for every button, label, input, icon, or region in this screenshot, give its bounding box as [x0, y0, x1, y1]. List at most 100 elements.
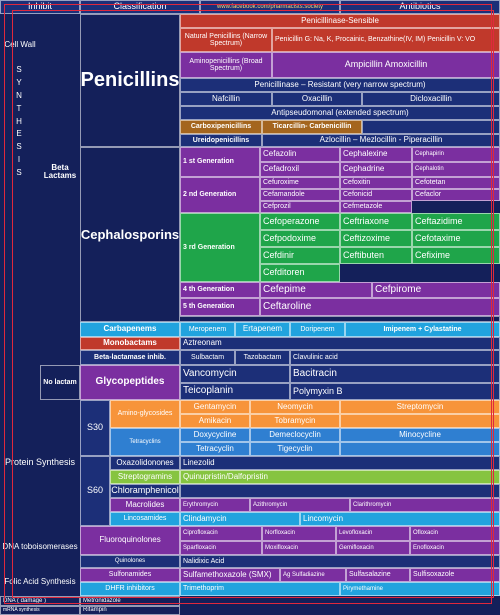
- cell: Natural Penicillins (Narrow Spectrum): [180, 28, 272, 52]
- cell: Clindamycin: [180, 512, 300, 526]
- cell: Vancomycin: [180, 365, 290, 383]
- cell: Bacitracin: [290, 365, 500, 383]
- cell: Streptomycin: [340, 400, 500, 414]
- cell: Tetracyclin: [180, 442, 250, 456]
- cell: Lincomycin: [300, 512, 500, 526]
- cell: Norfloxacin: [262, 526, 336, 541]
- cell: Levofloxacin: [336, 526, 410, 541]
- cell: Demeclocyclin: [250, 428, 340, 442]
- cell: Sulfamethoxazole (SMX): [180, 568, 280, 582]
- cell-bg: [362, 120, 500, 134]
- cell: Ticarcillin- Carbenicillin: [262, 120, 362, 134]
- cell: Polymyxin B: [290, 383, 500, 400]
- cell: Chloramphenicol: [110, 484, 180, 498]
- cell: Cefadroxil: [260, 162, 340, 177]
- cell: Trimethoprim: [180, 582, 340, 596]
- cell: Oxacillin: [272, 92, 362, 106]
- cell: Meropenem: [180, 322, 235, 337]
- cell: Neomycin: [250, 400, 340, 414]
- cell: Tigecyclin: [250, 442, 340, 456]
- cell: Tetracyclins: [110, 428, 180, 456]
- cell: Azithromycin: [250, 498, 350, 512]
- cell: Gemifloxacin: [336, 541, 410, 555]
- cell: Ceftriaxone: [340, 213, 412, 230]
- cell: Carbapenems: [80, 322, 180, 337]
- cell: Rifampin: [80, 606, 180, 615]
- cell: Azlocillin – Mezlocillin - Piperacillin: [262, 134, 500, 147]
- cell: Dicloxacillin: [362, 92, 500, 106]
- cell: Folic Acid Synthesis: [0, 568, 80, 596]
- cell: 2 nd Generation: [180, 177, 260, 213]
- cell: Sulfonamides: [80, 568, 180, 582]
- cell: Teicoplanin: [180, 383, 290, 400]
- cell: Doxycycline: [180, 428, 250, 442]
- cell: Antipseudomonal (extended spectrum): [180, 106, 500, 120]
- cell: Ureidopenicillins: [180, 134, 262, 147]
- cell: Aztreonam: [180, 337, 500, 350]
- cell: S60: [80, 456, 110, 526]
- cell: Cefoxitin: [340, 177, 412, 189]
- cell: Clavulinic acid: [290, 350, 500, 365]
- cell: Ofloxacin: [410, 526, 500, 541]
- cell: Ampicillin Amoxicillin: [272, 52, 500, 78]
- cell: Linezolid: [180, 456, 500, 470]
- cell: DNA toboisomerases: [0, 526, 80, 568]
- cell: No lactam: [40, 365, 80, 400]
- cell: Pirymethamine: [340, 582, 500, 596]
- cell: Cephalosporins: [80, 147, 180, 322]
- cell: Clarithromycin: [350, 498, 500, 512]
- cell: Cefmetazole: [340, 201, 412, 213]
- cell: Ag Sulfadiazine: [280, 568, 346, 582]
- cell: Erythromycin: [180, 498, 250, 512]
- cell: Cefazolin: [260, 147, 340, 162]
- cell: Inhibit: [0, 0, 80, 14]
- cell: Oxazolidonones: [110, 456, 180, 470]
- cell: Minocycline: [340, 428, 500, 442]
- cell: Doripenem: [290, 322, 345, 337]
- cell: Gentamycin: [180, 400, 250, 414]
- cell: www.facebook.com/pharmacists.society: [200, 0, 340, 14]
- cell: Cefuroxime: [260, 177, 340, 189]
- cell: Cephapirin: [412, 147, 500, 162]
- cell: Ceftibuten: [340, 247, 412, 264]
- cell-bg: [340, 442, 500, 456]
- cell: Cefonicid: [340, 189, 412, 201]
- cell: DNA ( damage ): [0, 596, 80, 606]
- cell: Cefpodoxime: [260, 230, 340, 247]
- cell: Tazobactam: [235, 350, 290, 365]
- cell: Cefamandole: [260, 189, 340, 201]
- cell: Tobramycin: [250, 414, 340, 428]
- cell: Aminopenicillins (Broad Spectrum): [180, 52, 272, 78]
- cell: Fluoroquinolones: [80, 526, 180, 555]
- cell: SYNTHESIS: [14, 62, 24, 182]
- cell: Cefaclor: [412, 189, 500, 201]
- cell: Ciprofloxacin: [180, 526, 262, 541]
- cell-bg: [180, 484, 500, 498]
- cell: Carboxipenicillins: [180, 120, 262, 134]
- cell: Nafcillin: [180, 92, 272, 106]
- cell: Cefotaxime: [412, 230, 500, 247]
- cell: Sulbactam: [180, 350, 235, 365]
- cell: Beta Lactams: [40, 150, 80, 194]
- cell: Sulfisoxazole: [410, 568, 500, 582]
- cell: 1 st Generation: [180, 147, 260, 177]
- cell: Penicillin G: Na, K, Procainic, Benzathi…: [272, 28, 500, 52]
- cell: 4 th Generation: [180, 282, 260, 298]
- cell: Amikacin: [180, 414, 250, 428]
- cell: Cephalotin: [412, 162, 500, 177]
- cell: Macrolides: [110, 498, 180, 512]
- cell: Penicillinase-Sensible: [180, 14, 500, 28]
- cell: Sparfloxacin: [180, 541, 262, 555]
- cell: Cefdinir: [260, 247, 340, 264]
- cell: 3 rd Generation: [180, 213, 260, 282]
- cell: Penicillins: [80, 14, 180, 147]
- cell: Ertapenem: [235, 322, 290, 337]
- cell: Cefotetan: [412, 177, 500, 189]
- cell: Quinolones: [80, 555, 180, 568]
- cell: 5 th Generation: [180, 298, 260, 316]
- cell: DHFR inhibitors: [80, 582, 180, 596]
- cell: Cell Wall: [0, 30, 40, 60]
- cell: Monobactams: [80, 337, 180, 350]
- cell: Enofloxacin: [410, 541, 500, 555]
